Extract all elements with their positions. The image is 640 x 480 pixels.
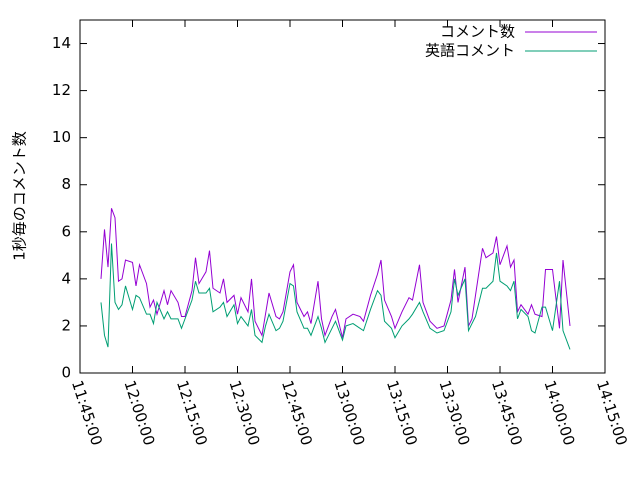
y-axis-label: 1秒毎のコメント数 [11,131,29,261]
x-tick-label: 13:30:00 [435,378,473,448]
y-tick-label: 8 [61,175,71,193]
series-line [100,208,571,338]
x-tick-label: 11:45:00 [68,378,106,448]
y-tick-label: 14 [52,34,71,52]
x-tick-label: 13:45:00 [488,378,526,448]
y-tick-label: 6 [61,222,71,240]
x-tick-label: 13:00:00 [330,378,368,448]
legend-label: 英語コメント [425,42,515,60]
series-line [100,243,571,350]
y-tick-label: 2 [61,316,71,334]
x-tick-label: 14:15:00 [593,378,631,448]
y-tick-label: 4 [61,269,71,287]
x-tick-label: 13:15:00 [383,378,421,448]
plot-border [79,19,606,374]
y-tick-label: 0 [61,364,71,382]
x-tick-label: 12:30:00 [225,378,263,448]
y-tick-label: 12 [52,81,71,99]
x-tick-label: 12:00:00 [120,378,158,448]
x-tick-label: 12:15:00 [173,378,211,448]
x-tick-label: 12:45:00 [278,378,316,448]
x-tick-label: 14:00:00 [540,378,578,448]
y-tick-label: 10 [52,128,71,146]
legend-label: コメント数 [440,23,515,41]
